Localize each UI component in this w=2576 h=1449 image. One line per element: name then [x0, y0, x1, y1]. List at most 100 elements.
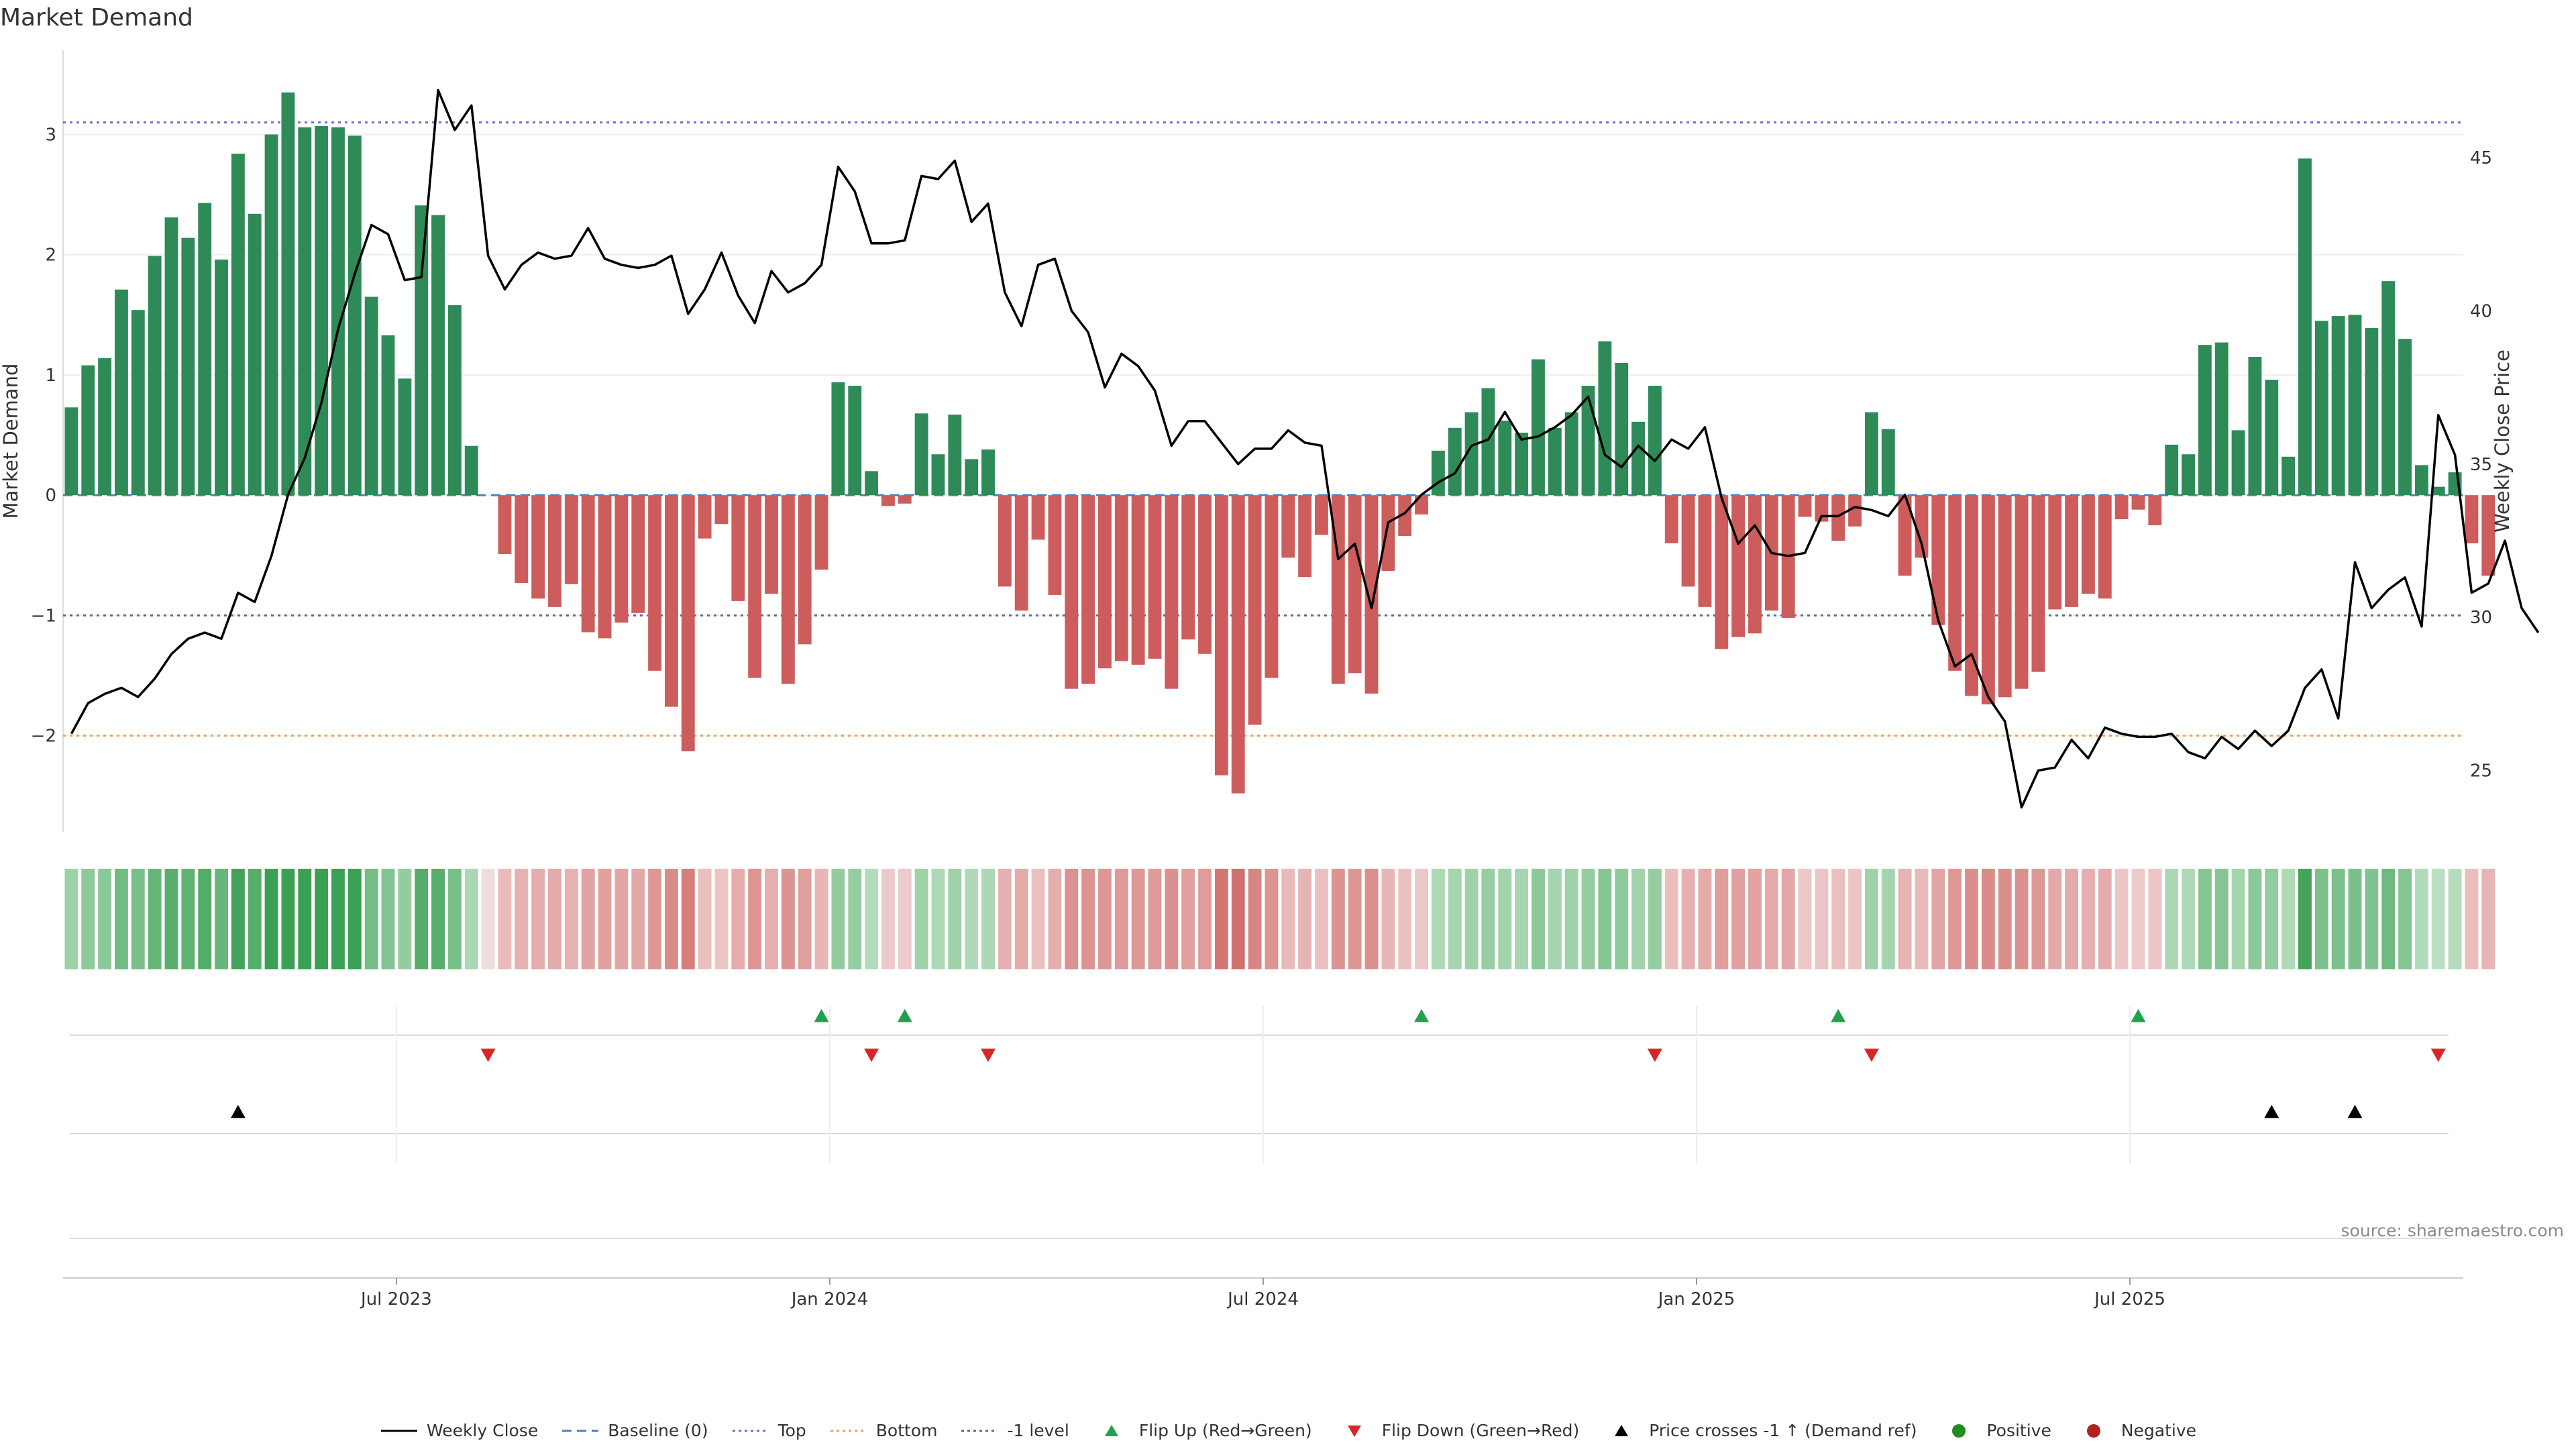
legend-item-top: Top — [731, 1421, 806, 1440]
x-tick-label: Jul 2023 — [360, 1289, 432, 1309]
heat-strip-cell — [315, 869, 329, 969]
demand-bar — [2481, 495, 2496, 576]
legend-label: Price crosses -1 ↑ (Demand ref) — [1649, 1421, 1917, 1440]
demand-bar — [1998, 495, 2012, 698]
heat-strip-cell — [415, 869, 429, 969]
demand-bar — [1664, 495, 1678, 543]
flip-up-marker — [897, 1009, 912, 1022]
heat-strip-cell — [2098, 869, 2112, 969]
demand-bar — [1364, 495, 1379, 694]
demand-bar — [1114, 495, 1128, 661]
heat-strip-cell — [264, 869, 278, 969]
demand-bar — [614, 495, 629, 623]
legend-item-bottom: Bottom — [829, 1421, 938, 1440]
price-cross-marker — [2264, 1105, 2279, 1118]
legend-item-negative: Negative — [2074, 1421, 2196, 1440]
heat-strip-cell — [464, 869, 478, 969]
heat-strip-cell — [1331, 869, 1345, 969]
demand-bar — [748, 495, 762, 678]
demand-bar — [1532, 359, 1545, 496]
demand-bar — [1448, 427, 1462, 496]
legend-label: Bottom — [875, 1421, 938, 1440]
demand-bar — [1548, 427, 1562, 496]
heat-strip-cell — [2448, 869, 2462, 969]
demand-bar — [1431, 450, 1445, 496]
heat-strip-cell — [865, 869, 879, 969]
heat-strip-cell — [1898, 869, 1912, 969]
demand-bar — [2048, 495, 2062, 610]
legend-item-price_cross: Price crosses -1 ↑ (Demand ref) — [1602, 1421, 1917, 1440]
flip-up-marker — [2131, 1009, 2146, 1022]
y-tick-label: 3 — [45, 125, 56, 145]
demand-bar — [848, 386, 862, 496]
demand-bar — [681, 495, 695, 751]
heat-strip-cell — [831, 869, 845, 969]
heat-strip-cell — [1198, 869, 1212, 969]
demand-bar — [1515, 432, 1529, 496]
weekly-close-line — [70, 89, 2540, 809]
heat-strip-cell — [1564, 869, 1578, 969]
demand-bar — [415, 205, 429, 496]
x-axis: Jul 2023 Jan 2024 Jul 2024 Jan 2025 Jul 2025 — [63, 1277, 2463, 1309]
demand-bar — [1598, 341, 1612, 496]
heat-strip-cell — [281, 869, 295, 969]
heat-strip-cell — [2381, 869, 2396, 969]
axis-layer: −2 −1 0 1 2 3 25 30 35 40 45 Market Demand Weekly Cl… — [0, 125, 2514, 781]
demand-bar — [431, 215, 445, 496]
heat-strip-cell — [1931, 869, 1945, 969]
heat-strip-cell — [331, 869, 345, 969]
demand-bar — [2148, 495, 2162, 525]
demand-bar — [64, 407, 78, 496]
heat-strip-cell — [1415, 869, 1428, 969]
demand-bar — [1798, 495, 1812, 517]
heat-strip-cell — [2282, 869, 2296, 969]
heat-strip-cell — [1681, 869, 1695, 969]
heat-strip-cell — [298, 869, 312, 969]
heat-strip-cell — [2248, 869, 2262, 969]
demand-bar — [1581, 386, 1595, 496]
legend-circle-icon — [1952, 1424, 1966, 1438]
demand-bar — [881, 495, 895, 506]
heat-strip-cell — [1098, 869, 1112, 969]
legend-circle-icon — [2086, 1424, 2100, 1438]
heat-strip-cell — [515, 869, 529, 969]
legend-label: Baseline (0) — [608, 1421, 708, 1440]
demand-bar — [1098, 495, 1112, 669]
demand-bar — [1381, 495, 1395, 572]
heat-strip-cell — [1181, 869, 1195, 969]
heat-strip-cell — [447, 869, 462, 969]
heat-strip-cell — [1815, 869, 1829, 969]
demand-bar — [2015, 495, 2029, 689]
heat-strip-cell — [2365, 869, 2379, 969]
flip-down-marker — [480, 1049, 496, 1062]
demand-bar — [2298, 158, 2312, 496]
heat-strip-cell — [1631, 869, 1646, 969]
heat-strip-cell — [1065, 869, 1079, 969]
demand-bar — [548, 495, 561, 607]
demand-bar — [1615, 363, 1629, 496]
demand-bar — [1981, 495, 1995, 705]
heat-strip-cell — [1848, 869, 1862, 969]
demand-bar — [1698, 495, 1712, 607]
demand-bar — [1498, 421, 1512, 496]
heat-strip-cell — [1615, 869, 1629, 969]
y2-tick-label: 45 — [2470, 148, 2492, 168]
heat-strip-cell — [898, 869, 912, 969]
demand-bar — [231, 154, 245, 496]
heat-strip-cell — [1498, 869, 1512, 969]
demand-bar — [781, 495, 795, 684]
demand-bar — [2381, 281, 2396, 496]
demand-bar — [164, 217, 178, 496]
x-tick-label: Jul 2025 — [2093, 1289, 2165, 1309]
demand-bars — [64, 92, 2496, 794]
heat-strip-cell — [1881, 869, 1895, 969]
heat-strip-cell — [2015, 869, 2029, 969]
flip-down-marker — [1647, 1049, 1662, 1062]
legend-symbol-bottom-icon — [830, 1430, 867, 1432]
demand-bar — [364, 297, 378, 496]
heat-strip-cell — [1448, 869, 1462, 969]
heat-strip-cell — [1231, 869, 1245, 969]
flip-down-marker — [1864, 1049, 1879, 1062]
heat-strip-cell — [765, 869, 778, 969]
heat-strip-cell — [2465, 869, 2479, 969]
